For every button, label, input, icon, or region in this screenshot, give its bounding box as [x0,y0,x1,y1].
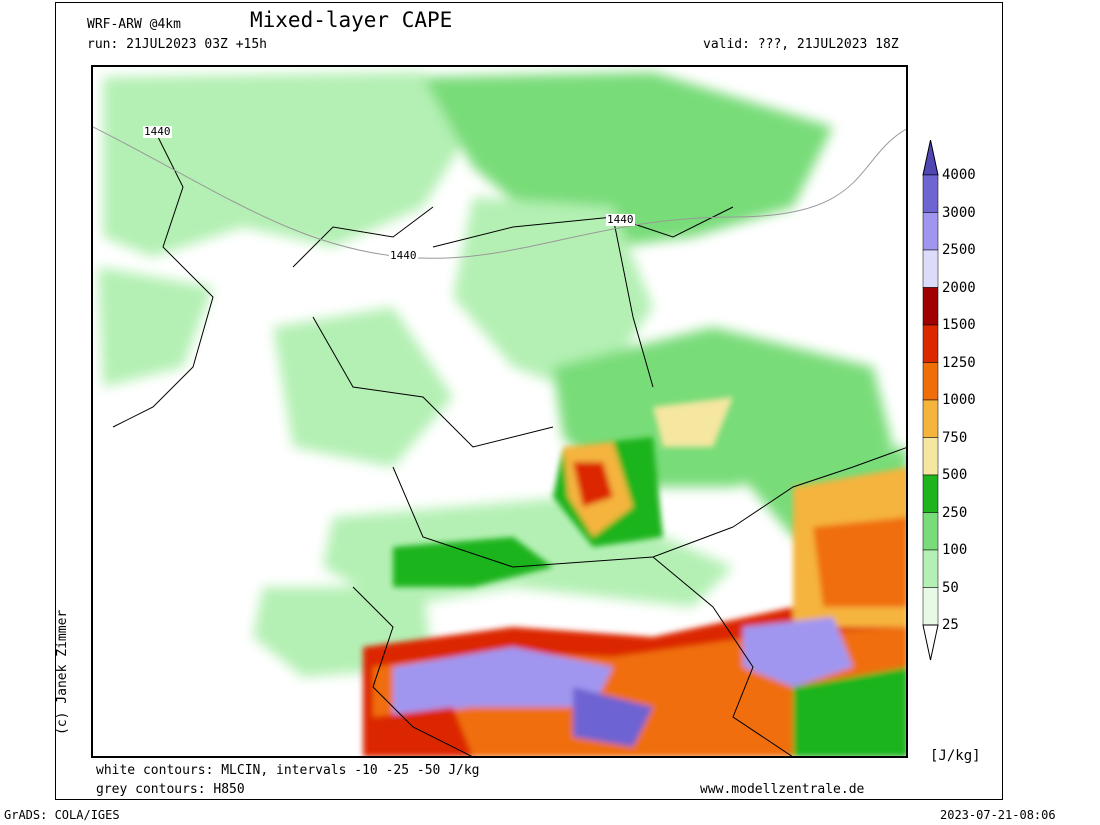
high-cape-area [363,467,906,756]
footer-h850-note: grey contours: H850 [96,782,245,797]
legend-unit: [J/kg] [930,748,981,764]
legend-level-label: 25 [942,617,959,633]
legend-level-label: 2000 [942,279,976,296]
legend-swatch [922,587,939,626]
model-label: WRF-ARW @4km [87,17,181,32]
legend-swatch [922,324,939,363]
website-link[interactable]: www.modellzentrale.de [700,782,865,797]
legend-level-label: 3000 [942,204,976,221]
height-label: 1440 [143,125,172,138]
valid-label: valid: ???, 21JUL2023 18Z [703,37,899,52]
legend-level-label: 1250 [942,354,976,371]
copyright-credit: (c) Janek Zimmer [55,609,70,735]
legend-level-label: 250 [942,504,968,521]
figure-frame [55,2,1003,800]
timestamp: 2023-07-21-08:06 [940,808,1056,822]
legend-swatch [922,437,939,476]
legend-level-label: 100 [942,542,968,558]
map-svg [93,67,906,756]
moderate-cape-area [393,397,733,587]
legend-level-label: 2500 [942,242,976,258]
legend-level-label: 1500 [942,317,976,333]
software-credit: GrADS: COLA/IGES [4,808,120,822]
legend-level-label: 4000 [942,167,976,183]
legend-swatch [922,174,939,213]
legend-swatch [922,512,939,551]
legend-top-arrow [922,140,939,176]
legend-level-label: 1000 [942,392,976,408]
legend-swatch [922,362,939,401]
run-label: run: 21JUL2023 03Z +15h [87,37,268,52]
cape-map: 1440 1440 1440 [91,65,908,758]
map-title: Mixed-layer CAPE [250,8,453,32]
legend-swatch [922,549,939,588]
legend-swatch [922,399,939,438]
legend-swatch [922,249,939,288]
height-label: 1440 [606,213,635,226]
legend-swatch [922,474,939,513]
legend-swatch [922,287,939,326]
legend-level-label: 50 [942,579,959,596]
legend-bottom-arrow [922,624,939,661]
height-label: 1440 [389,249,418,262]
legend-level-label: 500 [942,467,968,483]
legend-swatch [922,212,939,251]
footer-mlcin-note: white contours: MLCIN, intervals -10 -25… [96,763,480,778]
h850-contours [93,126,906,259]
legend-level-label: 750 [942,429,968,446]
legend-colorbar [922,140,939,661]
